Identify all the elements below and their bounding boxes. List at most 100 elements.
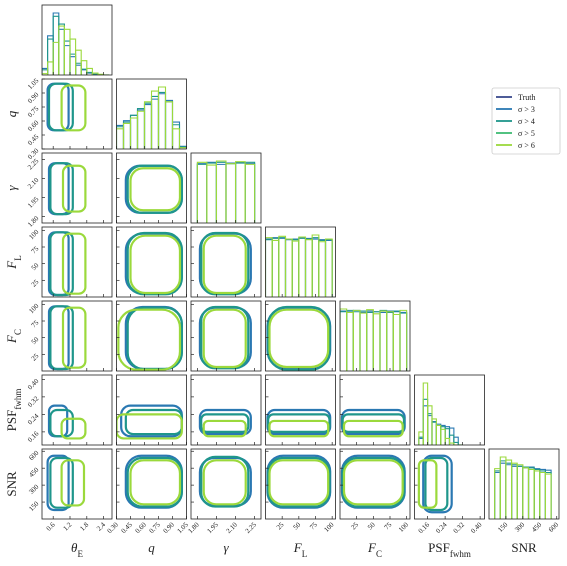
histogram-bin bbox=[284, 238, 293, 297]
contour bbox=[60, 84, 87, 132]
histogram-bin bbox=[47, 38, 54, 75]
histogram-bin bbox=[164, 101, 174, 149]
histogram-bin bbox=[164, 99, 174, 149]
histogram-bin bbox=[86, 67, 93, 75]
panel-frame bbox=[116, 374, 187, 446]
histogram-bin bbox=[544, 469, 552, 519]
histogram-bin bbox=[427, 413, 433, 445]
x-tick-label: 0.6 bbox=[45, 520, 57, 532]
histogram-bin bbox=[386, 310, 394, 371]
histogram-bin bbox=[359, 310, 368, 371]
y-axis-label: q bbox=[4, 110, 19, 117]
histogram-bin bbox=[372, 311, 381, 371]
x-tick-label: 300 bbox=[513, 520, 526, 533]
contour bbox=[124, 232, 183, 295]
histogram-bin bbox=[311, 234, 320, 297]
histogram-bin bbox=[440, 424, 446, 445]
y-axis-label: FL bbox=[4, 255, 23, 269]
histogram-bin bbox=[448, 442, 455, 445]
panel-frame bbox=[190, 152, 262, 224]
y-tick-label: 0.24 bbox=[26, 412, 41, 427]
histogram-bin bbox=[304, 237, 313, 297]
contour bbox=[268, 419, 330, 438]
panel-frame bbox=[488, 448, 560, 520]
histogram-bin bbox=[511, 464, 518, 519]
histogram-bin bbox=[234, 161, 246, 223]
contour bbox=[200, 231, 250, 296]
histogram-bin bbox=[318, 239, 327, 297]
histogram-bin bbox=[324, 239, 333, 297]
histogram-bin bbox=[291, 240, 300, 297]
histogram-bin bbox=[225, 163, 237, 223]
panel bbox=[198, 455, 252, 508]
label-sub: E bbox=[77, 549, 83, 559]
panel-frame bbox=[116, 300, 187, 372]
histogram-bin bbox=[522, 467, 530, 519]
x-tick-label: 75 bbox=[383, 520, 394, 531]
panel bbox=[417, 454, 453, 514]
label-main: θ bbox=[71, 540, 78, 555]
x-tick-label: 0.45 bbox=[120, 520, 135, 535]
histogram-bin bbox=[178, 147, 187, 149]
histogram-bin bbox=[539, 471, 547, 519]
label-main: q bbox=[4, 110, 19, 117]
histogram-bin bbox=[52, 12, 60, 75]
histogram-bin bbox=[58, 28, 65, 75]
contour bbox=[126, 306, 183, 371]
histogram-bin bbox=[431, 420, 437, 445]
histogram-bin bbox=[431, 418, 437, 445]
panel bbox=[42, 12, 110, 75]
histogram-bin bbox=[392, 313, 401, 371]
histogram-bin bbox=[215, 160, 227, 223]
panel bbox=[198, 408, 252, 438]
x-tick-label: 0.60 bbox=[134, 520, 149, 535]
x-axis-label: FL bbox=[293, 540, 307, 559]
histogram-bin bbox=[206, 162, 218, 223]
x-tick-label: 0.32 bbox=[452, 520, 467, 535]
histogram-bin bbox=[311, 238, 320, 297]
histogram-bin bbox=[422, 405, 429, 445]
y-tick-label: 600 bbox=[27, 449, 40, 462]
histogram-bin bbox=[311, 237, 320, 297]
panel-frame bbox=[265, 226, 336, 298]
label-main: F bbox=[293, 540, 303, 555]
contour bbox=[200, 455, 250, 508]
histogram-bin bbox=[63, 28, 71, 75]
histogram-bin bbox=[399, 311, 408, 371]
panel bbox=[116, 86, 187, 149]
histogram-bin bbox=[505, 464, 513, 519]
contour bbox=[49, 305, 74, 371]
histogram-bin bbox=[444, 426, 451, 445]
panel bbox=[47, 305, 87, 371]
histogram-bin bbox=[298, 237, 307, 297]
histogram-bin bbox=[271, 237, 280, 297]
histogram-bin bbox=[392, 311, 401, 371]
histogram-bin bbox=[431, 421, 437, 445]
x-axis-label: q bbox=[148, 540, 155, 555]
histogram-bin bbox=[527, 468, 535, 519]
histogram-bin bbox=[265, 239, 273, 297]
y-tick-label: 0.32 bbox=[26, 394, 41, 409]
x-axis-label: PSFfwhm bbox=[428, 540, 471, 559]
contour bbox=[424, 456, 449, 512]
contour bbox=[200, 413, 250, 433]
panel bbox=[340, 408, 406, 438]
histogram-bin bbox=[539, 470, 547, 519]
contour bbox=[266, 306, 332, 371]
histogram-bin bbox=[499, 456, 507, 519]
histogram-bin bbox=[522, 467, 530, 519]
x-tick-label: 100 bbox=[322, 520, 335, 533]
histogram-bin bbox=[359, 311, 368, 371]
label-main: PSF bbox=[4, 410, 19, 432]
histogram-bin bbox=[505, 462, 513, 519]
y-axis-label: FC bbox=[4, 329, 23, 344]
histogram-bin bbox=[206, 161, 218, 223]
panel-frame bbox=[116, 152, 187, 224]
histogram-bin bbox=[418, 437, 424, 445]
x-tick-label: 0.24 bbox=[434, 520, 449, 535]
histogram-bin bbox=[265, 238, 273, 297]
label-main: SNR bbox=[4, 471, 19, 497]
histogram-bin bbox=[143, 103, 153, 149]
legend: Truth σ > 3 σ > 4 σ > 5 σ > 6 bbox=[491, 87, 561, 155]
